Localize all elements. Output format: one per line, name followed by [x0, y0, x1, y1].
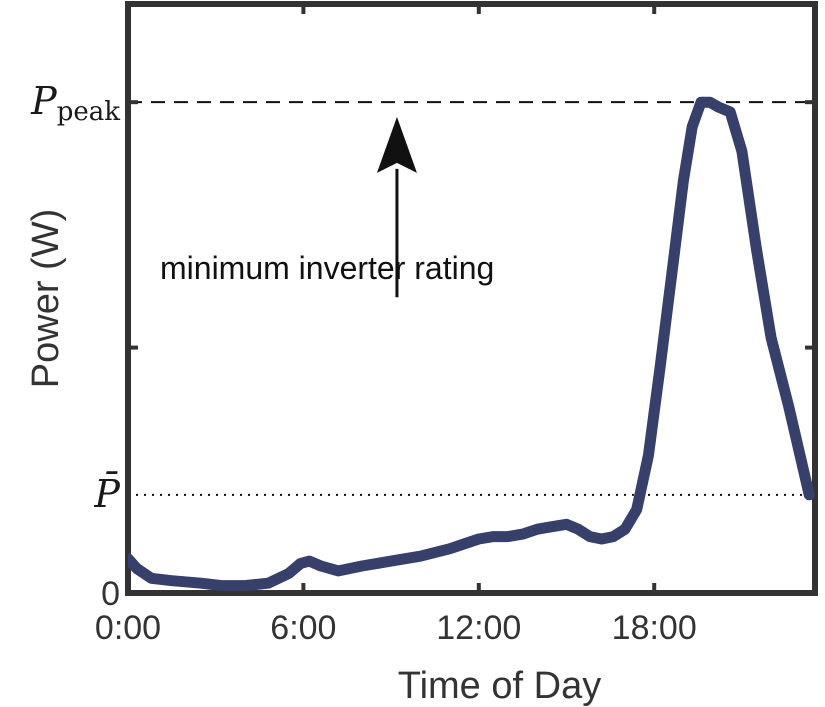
- power-series-line: [128, 96, 815, 592]
- plot-frame: [125, 1, 818, 596]
- reference-subscript: peak: [57, 97, 121, 127]
- x-tick-label: 18:00: [612, 609, 697, 647]
- axes: [125, 1, 818, 596]
- x-axis-title: Time of Day: [398, 665, 601, 707]
- reference-lines: [128, 101, 815, 496]
- x-tick-label: 0:00: [95, 609, 161, 647]
- reference-symbol: P: [30, 79, 58, 123]
- annotation-arrow-head: [376, 116, 417, 173]
- y-axis-title: Power (W): [25, 209, 67, 388]
- labels: Ppeak P̄ 0:00 6:00 12:00 18:00 0 Time of Day Pow…: [25, 79, 697, 707]
- series: [128, 96, 815, 592]
- x-tick-label: 6:00: [270, 609, 336, 647]
- annotation-text: minimum inverter rating: [160, 250, 494, 286]
- mean-power-label: P̄: [93, 472, 121, 516]
- peak-power-label: Ppeak: [30, 79, 120, 127]
- reference-symbol: P̄: [93, 472, 121, 516]
- y-tick-label: 0: [101, 575, 120, 613]
- x-tick-label: 12:00: [436, 609, 521, 647]
